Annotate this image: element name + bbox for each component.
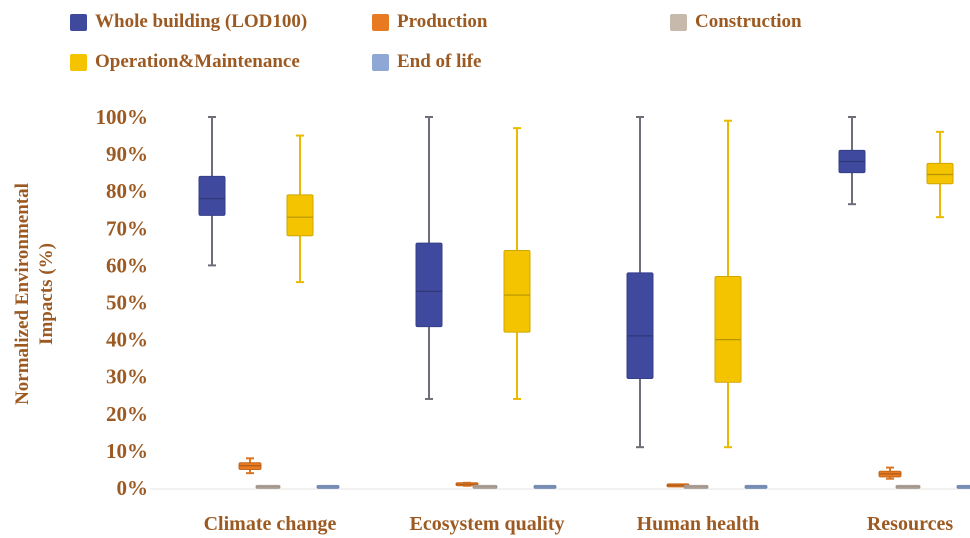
x-category-label: Ecosystem quality	[410, 513, 565, 535]
legend-label-end-of-life: End of life	[397, 51, 482, 72]
legend-label-construction: Construction	[695, 11, 802, 32]
x-category-label: Resources	[867, 513, 953, 535]
x-category-label: Human health	[637, 513, 760, 535]
legend-item-construction: Construction	[670, 11, 802, 33]
legend-label-whole-building: Whole building (LOD100)	[95, 11, 308, 32]
legend-item-operation-maintenance: Operation&Maintenance	[70, 51, 300, 73]
box-body	[714, 276, 742, 383]
box-body	[198, 175, 226, 216]
y-tick-label: 70%	[106, 216, 148, 240]
legend-item-whole-building: Whole building (LOD100)	[70, 11, 307, 33]
legend-swatch-operation-maintenance	[70, 53, 87, 71]
box-body	[503, 250, 531, 333]
legend-swatch-construction	[670, 13, 687, 31]
y-tick-label: 0%	[117, 476, 149, 500]
legend-swatch-whole-building	[70, 13, 87, 31]
y-tick-label: 20%	[106, 402, 148, 426]
y-tick-label: 60%	[106, 253, 148, 277]
y-tick-label: 100%	[96, 105, 149, 129]
box-body	[926, 162, 954, 185]
y-tick-label: 30%	[106, 365, 148, 389]
y-tick-label: 10%	[106, 439, 148, 463]
legend-item-end-of-life: End of life	[372, 51, 481, 73]
legend-swatch-production	[372, 13, 389, 31]
y-tick-label: 80%	[106, 179, 148, 203]
legend-swatch-end-of-life	[372, 53, 389, 71]
box-body	[286, 194, 314, 237]
y-tick-label: 90%	[106, 142, 148, 166]
y-tick-label: 40%	[106, 328, 148, 352]
legend-label-production: Production	[397, 11, 488, 32]
box-body	[626, 272, 654, 380]
box-body	[415, 242, 443, 328]
y-tick-label: 50%	[106, 291, 148, 315]
legend-item-production: Production	[372, 11, 487, 33]
legend-label-operation-maintenance: Operation&Maintenance	[95, 51, 300, 72]
x-category-label: Climate change	[204, 513, 337, 535]
